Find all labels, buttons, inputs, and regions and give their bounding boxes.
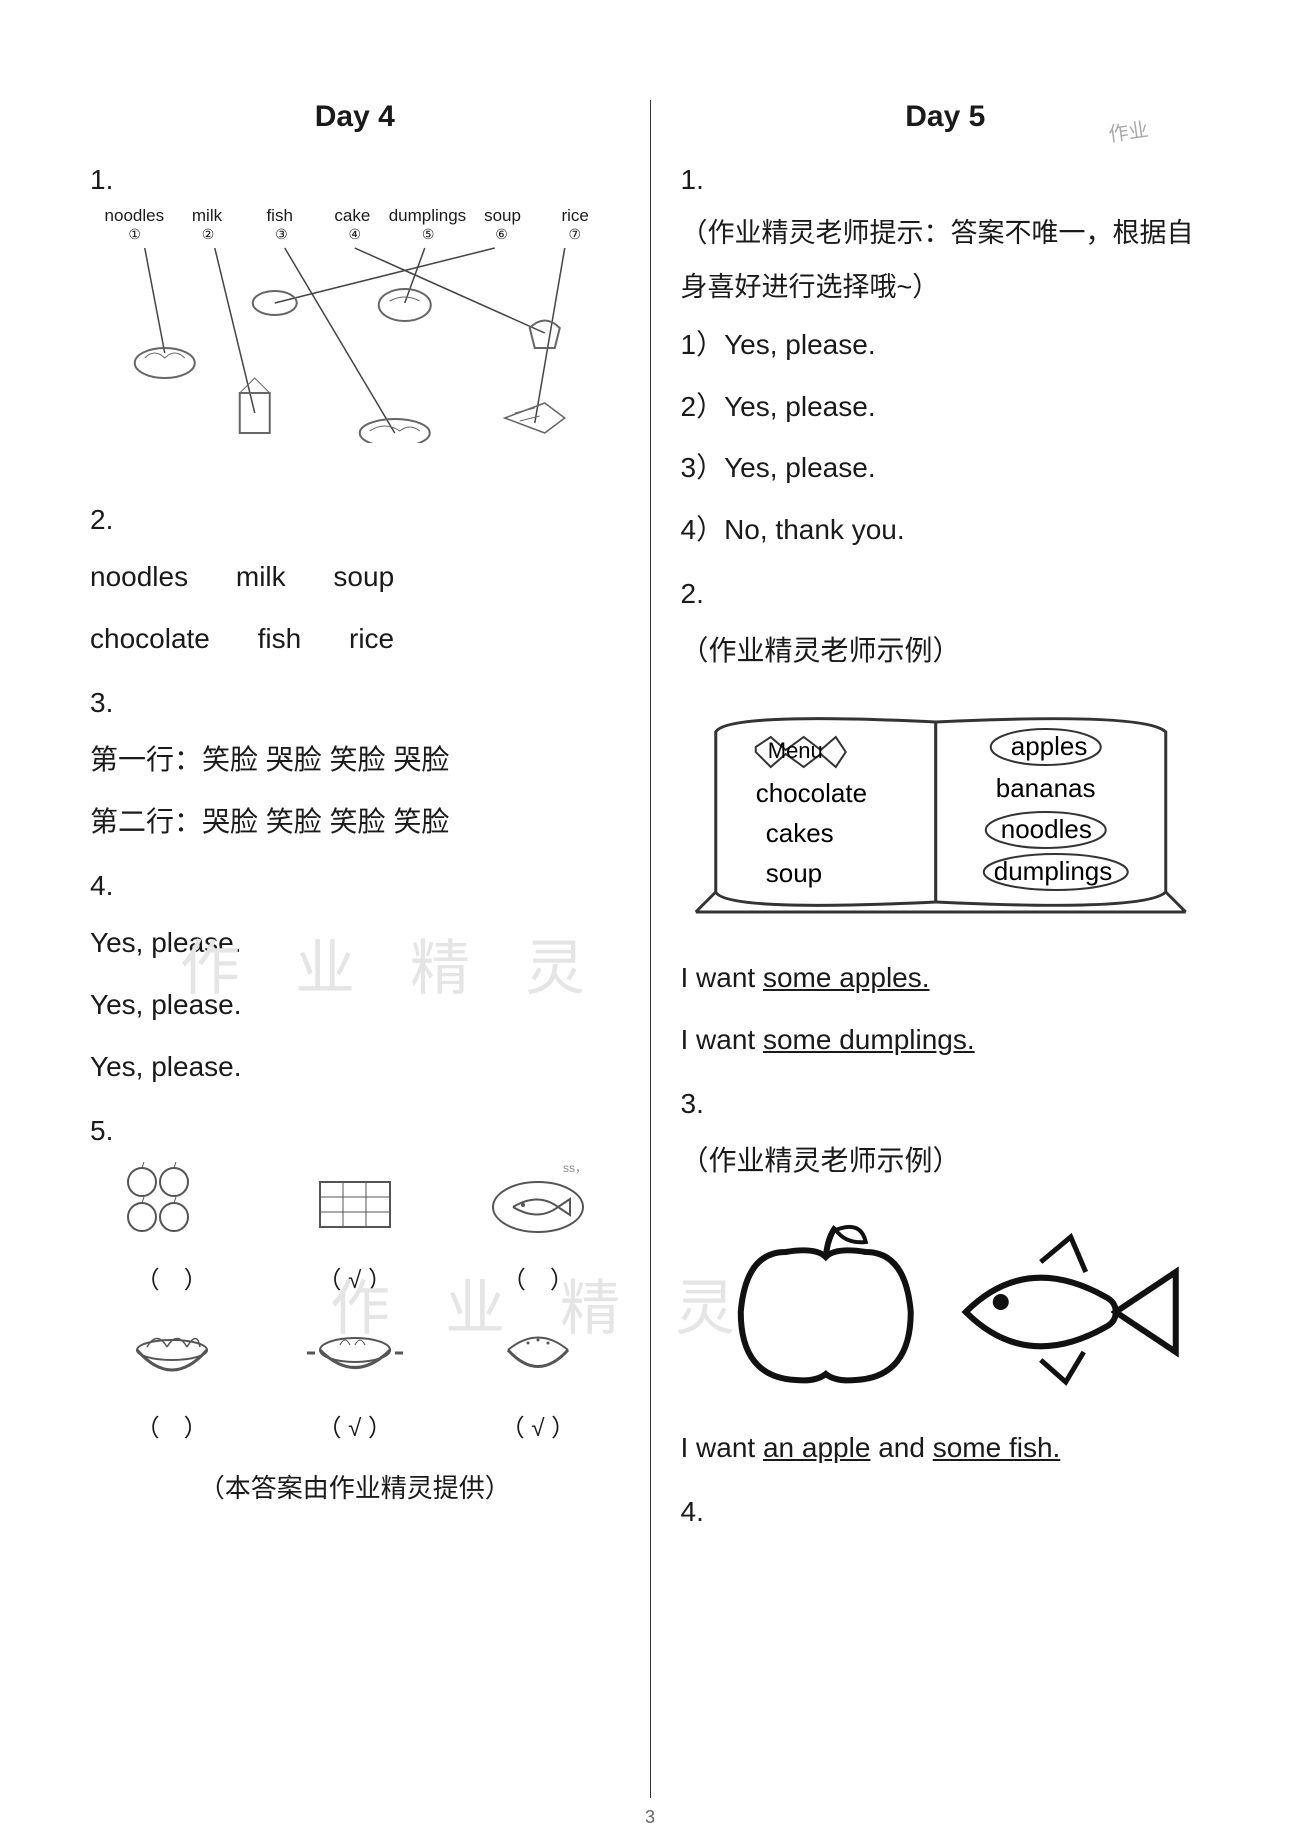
svg-text:cakes: cakes	[765, 818, 833, 848]
match-label: dumplings	[389, 206, 467, 226]
match-num: ③	[245, 226, 318, 243]
r-q1-a3: 3）Yes, please.	[681, 437, 1211, 499]
menu-book-icon: Menu chocolate cakes soup apples bananas…	[681, 692, 1211, 932]
word: noodles	[90, 546, 188, 608]
food-cell-noodles: （ ）	[90, 1305, 253, 1443]
q4-c: Yes, please.	[90, 1036, 620, 1098]
match-label: milk	[171, 206, 244, 226]
food-mark: （ ）	[90, 1260, 253, 1295]
match-num: ⑤	[391, 226, 464, 243]
svg-text:noodles: noodles	[1000, 814, 1091, 844]
q2-row1: noodles milk soup	[90, 546, 620, 608]
right-column: Day 5 1. （作业精灵老师提示：答案不唯一，根据自身喜好进行选择哦~） 1…	[651, 100, 1241, 1798]
match-label: rice	[539, 206, 612, 226]
match-num: ②	[171, 226, 244, 243]
food-cell-apples: （ ）	[90, 1157, 253, 1295]
r-q2-hint: （作业精灵老师示例）	[681, 620, 1211, 682]
r-q2-sent2: I want some dumplings.	[681, 1009, 1211, 1071]
credit-text: （本答案由作业精灵提供）	[90, 1468, 620, 1505]
q1-num: 1.	[90, 164, 620, 196]
q2-row2: chocolate fish rice	[90, 608, 620, 670]
sent-underline: some fish.	[933, 1432, 1061, 1463]
sent-mid: and	[870, 1432, 932, 1463]
r-q3-sent: I want an apple and some fish.	[681, 1417, 1211, 1479]
chocolate-icon	[295, 1157, 415, 1247]
page-number: 3	[645, 1807, 655, 1828]
matching-exercise: noodles milk fish cake dumplings soup ri…	[90, 206, 620, 486]
food-mark: （ √ ）	[273, 1408, 436, 1443]
hotpot-icon	[295, 1305, 415, 1395]
noodles-icon	[112, 1305, 232, 1395]
food-mark: （ ）	[456, 1260, 619, 1295]
r-q4-num: 4.	[681, 1496, 1211, 1528]
word: soup	[333, 546, 394, 608]
food-mark: （ ）	[90, 1408, 253, 1443]
svg-text:dumplings: dumplings	[993, 856, 1112, 886]
q4-b: Yes, please.	[90, 974, 620, 1036]
svg-text:bananas: bananas	[995, 773, 1095, 803]
r-q1-hint: （作业精灵老师提示：答案不唯一，根据自身喜好进行选择哦~）	[681, 206, 1211, 314]
r-q1-a2: 2）Yes, please.	[681, 376, 1211, 438]
svg-text:ss，: ss，	[563, 1161, 587, 1175]
sent-underline: some apples.	[763, 962, 930, 993]
match-label: soup	[466, 206, 539, 226]
q5-grid: （ ） （ √ ） ss， （ ）	[90, 1157, 620, 1443]
food-cell-chocolate: （ √ ）	[273, 1157, 436, 1295]
food-mark: （ √ ）	[456, 1408, 619, 1443]
q2-num: 2.	[90, 504, 620, 536]
sent-underline: some dumplings.	[763, 1024, 975, 1055]
svg-text:apples: apples	[1010, 731, 1087, 761]
r-q2-num: 2.	[681, 578, 1211, 610]
q3-line2: 第二行：哭脸 笑脸 笑脸 笑脸	[90, 791, 620, 853]
svg-text:soup: soup	[765, 858, 821, 888]
match-label: fish	[243, 206, 316, 226]
word: fish	[258, 608, 302, 670]
r-q3-hint: （作业精灵老师示例）	[681, 1130, 1211, 1192]
q5-num: 5.	[90, 1115, 620, 1147]
r-q3-num: 3.	[681, 1088, 1211, 1120]
sent-underline: an apple	[763, 1432, 870, 1463]
word: milk	[236, 546, 286, 608]
word: rice	[349, 608, 394, 670]
food-cell-fishplate: ss， （ ）	[456, 1157, 619, 1295]
match-num: ①	[98, 226, 171, 243]
match-num: ④	[318, 226, 391, 243]
left-column: Day 4 1. noodles milk fish cake dumpling…	[60, 100, 651, 1798]
match-label: noodles	[98, 206, 171, 226]
svg-text:chocolate: chocolate	[755, 778, 866, 808]
food-mark: （ √ ）	[273, 1260, 436, 1295]
day4-title: Day 4	[90, 100, 620, 134]
apple-fish-icon	[681, 1202, 1211, 1402]
q4-a: Yes, please.	[90, 912, 620, 974]
fish-plate-icon: ss，	[478, 1157, 598, 1247]
q3-line1: 第一行：笑脸 哭脸 笑脸 哭脸	[90, 729, 620, 791]
sent-pre: I want	[681, 1432, 763, 1463]
r-q1-a4: 4）No, thank you.	[681, 499, 1211, 561]
r-q1-a1: 1）Yes, please.	[681, 314, 1211, 376]
page-container: Day 4 1. noodles milk fish cake dumpling…	[60, 100, 1240, 1798]
word: chocolate	[90, 608, 210, 670]
match-num: ⑥	[465, 226, 538, 243]
apples-icon	[112, 1157, 232, 1247]
r-q2-sent1: I want some apples.	[681, 947, 1211, 1009]
sent-pre: I want	[681, 962, 763, 993]
sent-pre: I want	[681, 1024, 763, 1055]
food-cell-hotpot: （ √ ）	[273, 1305, 436, 1443]
match-num: ⑦	[538, 226, 611, 243]
rice-icon	[478, 1305, 598, 1395]
menu-title: Menu	[767, 738, 822, 763]
q4-num: 4.	[90, 870, 620, 902]
matching-lines-icon	[90, 243, 620, 443]
q3-num: 3.	[90, 687, 620, 719]
food-cell-rice: （ √ ）	[456, 1305, 619, 1443]
match-label: cake	[316, 206, 389, 226]
